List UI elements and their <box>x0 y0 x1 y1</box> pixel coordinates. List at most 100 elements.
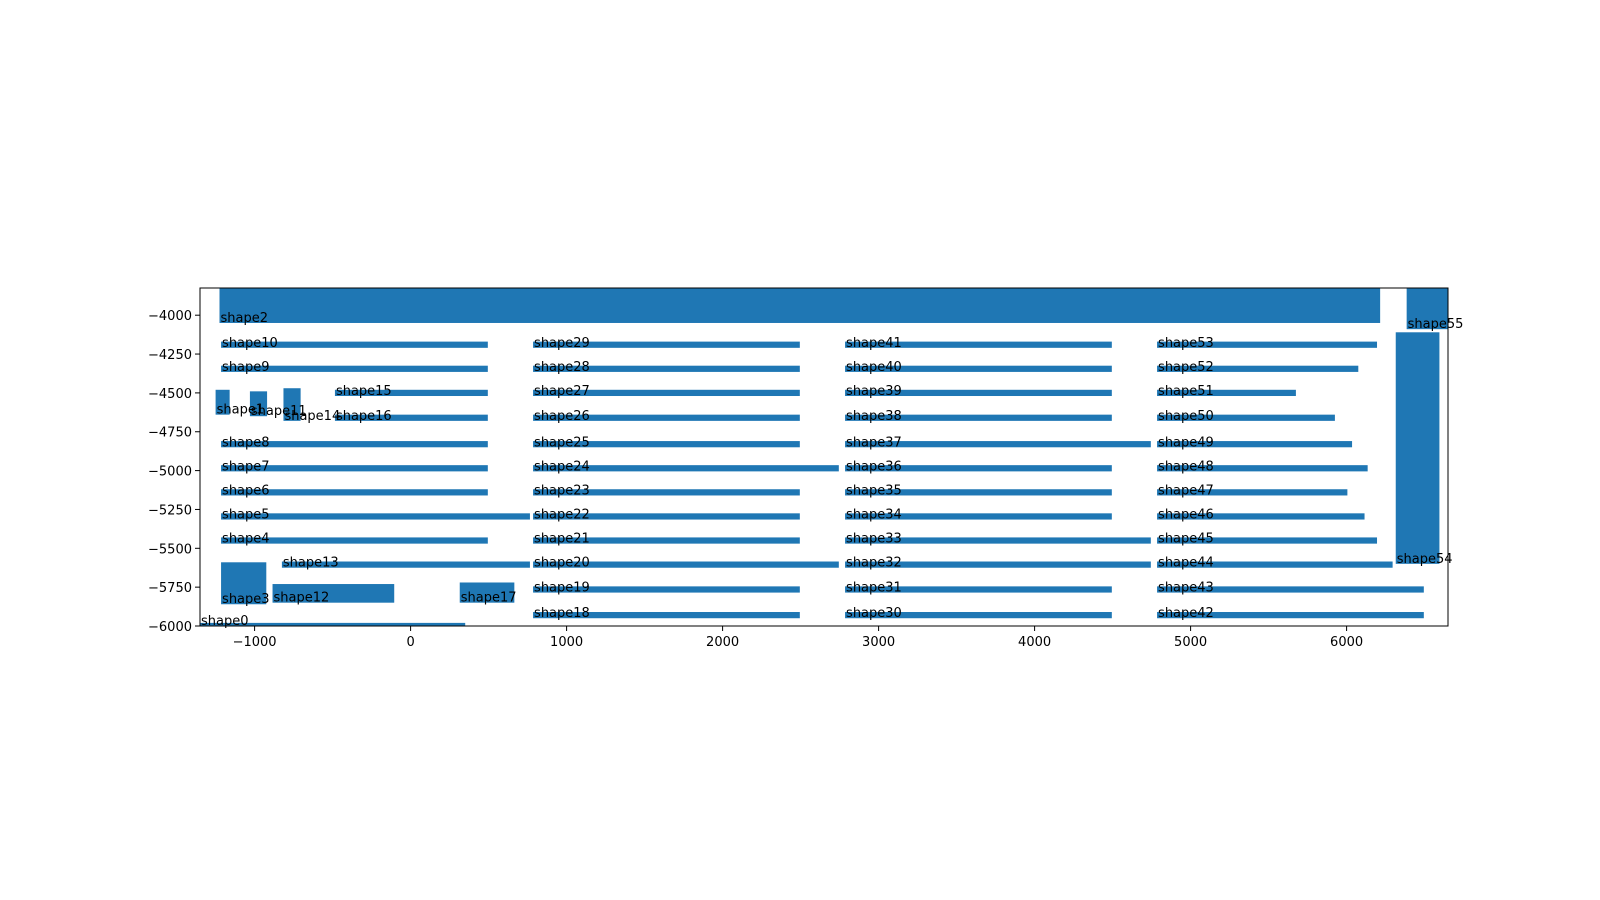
shape-rect-shape6 <box>221 489 488 496</box>
x-tick-label: 0 <box>406 635 414 650</box>
shape-label-shape19: shape19 <box>534 581 590 596</box>
shape-rect-shape23 <box>533 489 800 496</box>
shape-rect-shape25 <box>533 441 800 448</box>
shape-rect-shape20 <box>533 561 839 568</box>
shape-label-shape55: shape55 <box>1408 317 1464 332</box>
shape-label-shape50: shape50 <box>1158 409 1214 424</box>
shape-label-shape48: shape48 <box>1158 459 1214 474</box>
shape-label-shape18: shape18 <box>534 606 590 621</box>
shape-label-shape47: shape47 <box>1158 483 1214 498</box>
shape-rect-shape19 <box>533 586 800 593</box>
shape-rect-shape51 <box>1157 389 1296 397</box>
shape-rect-shape41 <box>845 341 1112 348</box>
shape-label-shape39: shape39 <box>846 384 902 399</box>
shape-rect-shape53 <box>1157 341 1378 348</box>
shape-rect-shape1 <box>215 389 230 415</box>
shape-label-shape52: shape52 <box>1158 360 1214 375</box>
y-tick-label: −5500 <box>148 542 192 557</box>
shape-rect-shape36 <box>845 465 1112 472</box>
shape-label-shape26: shape26 <box>534 409 590 424</box>
shape-rect-shape49 <box>1157 441 1353 448</box>
shape-label-shape23: shape23 <box>534 483 590 498</box>
shape-rect-shape40 <box>845 365 1112 372</box>
shape-rect-shape32 <box>845 561 1151 568</box>
x-tick-label: 1000 <box>550 635 583 650</box>
x-tick-label: 6000 <box>1330 635 1363 650</box>
x-axis: −1000 0 1000 2000 3000 4000 5000 6000 <box>233 626 1363 650</box>
y-tick-label: −4250 <box>148 348 192 363</box>
shape-label-shape1: shape1 <box>217 403 265 418</box>
shape-label-shape4: shape4 <box>222 532 270 547</box>
shape-label-shape0: shape0 <box>201 614 249 629</box>
y-tick-label: −5750 <box>148 581 192 596</box>
shape-rect-shape3 <box>221 562 267 605</box>
shape-rect-shape21 <box>533 537 800 544</box>
shape-label-shape20: shape20 <box>534 556 590 571</box>
shape-label-shape51: shape51 <box>1158 384 1214 399</box>
shape-rect-shape4 <box>221 537 488 544</box>
shape-label-shape25: shape25 <box>534 435 590 450</box>
shape-label-shape32: shape32 <box>846 556 902 571</box>
shape-rect-shape13 <box>281 561 530 568</box>
shape-rect-shape42 <box>1157 612 1424 619</box>
shape-rect-shape30 <box>845 612 1112 619</box>
shape-rect-shape43 <box>1157 586 1424 593</box>
shape-label-shape16: shape16 <box>336 409 392 424</box>
shape-label-shape14: shape14 <box>284 409 340 424</box>
shape-rect-shape52 <box>1157 365 1359 372</box>
shape-label-shape29: shape29 <box>534 336 590 351</box>
shape-rect-shape14 <box>283 388 301 421</box>
shape-label-shape38: shape38 <box>846 409 902 424</box>
plot-frame <box>199 287 1449 627</box>
shape-rect-shape33 <box>845 537 1151 544</box>
shape-rect-shape12 <box>272 584 395 603</box>
shape-label-shape36: shape36 <box>846 459 902 474</box>
shape-label-shape9: shape9 <box>222 360 270 375</box>
shape-rect-shape22 <box>533 513 800 520</box>
shape-label-shape21: shape21 <box>534 532 590 547</box>
shape-label-shape7: shape7 <box>222 459 270 474</box>
shape-rect-shape35 <box>845 489 1112 496</box>
shape-rect-shape46 <box>1157 513 1365 520</box>
y-axis: −4000 −4250 −4500 −4750 −5000 −5250 −5500 −5750… <box>148 309 200 635</box>
shape-rect-shape2 <box>219 288 1381 323</box>
shape-rect-shape54 <box>1395 332 1440 564</box>
x-tick-label: 4000 <box>1018 635 1051 650</box>
shape-label-shape5: shape5 <box>222 508 270 523</box>
shape-label-shape54: shape54 <box>1397 552 1453 567</box>
y-tick-label: −6000 <box>148 620 192 635</box>
shape-label-shape3: shape3 <box>222 592 270 607</box>
shape-label-shape12: shape12 <box>274 591 330 606</box>
shape-label-shape46: shape46 <box>1158 508 1214 523</box>
y-tick-label: −5250 <box>148 503 192 518</box>
shape-label-shape13: shape13 <box>283 556 339 571</box>
y-tick-label: −4750 <box>148 426 192 441</box>
shape-label-shape33: shape33 <box>846 532 902 547</box>
shape-rect-shape28 <box>533 365 800 372</box>
shape-label-shape45: shape45 <box>1158 532 1214 547</box>
shape-label-shape35: shape35 <box>846 483 902 498</box>
shape-rect-shape7 <box>221 465 488 472</box>
y-tick-label: −4000 <box>148 309 192 324</box>
shape-rect-shape18 <box>533 612 800 619</box>
shape-label-shape41: shape41 <box>846 336 902 351</box>
shape-rect-shape0 <box>200 622 466 626</box>
shape-rect-shape50 <box>1157 414 1335 421</box>
shape-label-shape42: shape42 <box>1158 606 1214 621</box>
shape-label-shape11: shape11 <box>251 404 307 419</box>
shape-rect-shape44 <box>1157 561 1393 568</box>
shape-label-shape2: shape2 <box>221 311 269 326</box>
shape-label-shape37: shape37 <box>846 435 902 450</box>
shape-rect-shape29 <box>533 341 800 348</box>
shape-label-shape6: shape6 <box>222 483 270 498</box>
shape-labels-layer: shape0 shape1 shape2 shape3 shape4 shape5 shap… <box>201 311 1463 629</box>
x-tick-label: 2000 <box>706 635 739 650</box>
shape-rect-shape8 <box>221 441 488 448</box>
y-tick-label: −4500 <box>148 387 192 402</box>
shape-rect-shape39 <box>845 389 1112 397</box>
shape-label-shape40: shape40 <box>846 360 902 375</box>
shape-rect-shape38 <box>845 414 1112 421</box>
shape-rect-shape55 <box>1406 288 1448 330</box>
